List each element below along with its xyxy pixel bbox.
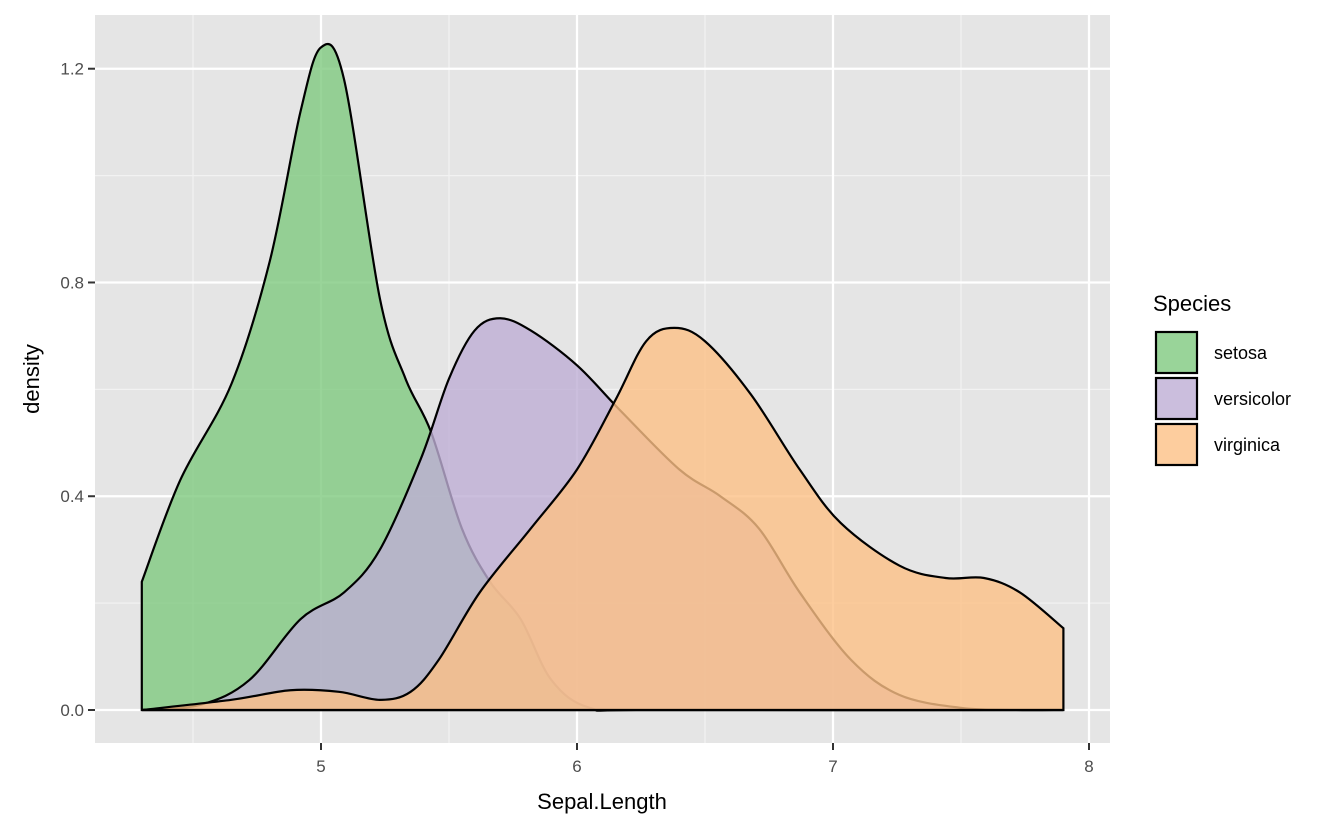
x-tick-label: 7 (828, 757, 837, 776)
legend-label-versicolor: versicolor (1214, 389, 1291, 409)
y-axis-label: density (19, 344, 44, 414)
x-tick-label: 5 (316, 757, 325, 776)
y-tick-label: 1.2 (60, 60, 84, 79)
y-tick-label: 0.4 (60, 487, 84, 506)
legend-key-versicolor (1154, 376, 1199, 421)
legend-label-virginica: virginica (1214, 435, 1281, 455)
legend-key-virginica (1154, 422, 1199, 467)
y-tick-label: 0.8 (60, 273, 84, 292)
x-tick-label: 6 (572, 757, 581, 776)
density-areas (140, 43, 1065, 712)
axis-ticks: 5 6 7 8 0.0 0.4 0.8 1.2 (60, 60, 1093, 776)
x-axis-label: Sepal.Length (537, 789, 667, 814)
density-area-virginica (141, 326, 1065, 712)
y-tick-label: 0.0 (60, 701, 84, 720)
x-tick-label: 8 (1084, 757, 1093, 776)
legend-key-setosa (1154, 330, 1199, 375)
legend: Species setosa versicolor virginica (1153, 291, 1291, 467)
legend-title: Species (1153, 291, 1231, 316)
legend-label-setosa: setosa (1214, 343, 1268, 363)
